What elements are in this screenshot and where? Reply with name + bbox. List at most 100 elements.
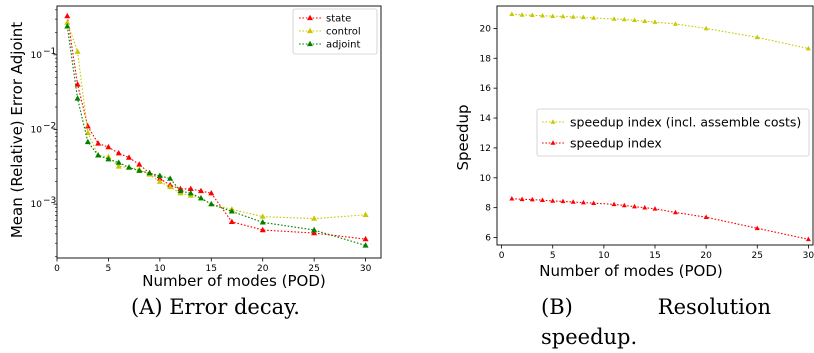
legend-label: speedup index — [570, 136, 662, 151]
data-point — [632, 203, 638, 209]
data-point — [591, 15, 597, 20]
data-point — [580, 14, 586, 20]
x-tick-label: 15 — [206, 264, 217, 274]
data-point — [560, 198, 566, 204]
data-point — [187, 189, 194, 196]
data-point — [115, 159, 122, 165]
data-point — [115, 150, 122, 156]
data-point — [703, 214, 709, 220]
data-point — [672, 209, 678, 215]
legend: speedup index (incl. assemble costs) spee… — [536, 108, 810, 157]
data-point — [95, 152, 102, 158]
data-point — [64, 19, 71, 25]
x-tick-label: 25 — [308, 264, 319, 274]
legend-label: adjoint — [326, 40, 360, 51]
y-tick-label: 8 — [485, 204, 491, 214]
data-point — [228, 218, 235, 224]
data-point — [580, 199, 586, 205]
caption-b-label: (B) — [541, 295, 573, 319]
data-point — [187, 185, 194, 192]
y-tick-label: 18 — [480, 54, 492, 64]
legend-label: speedup index (incl. assemble costs) — [570, 115, 801, 130]
data-point — [362, 211, 369, 217]
y-tick-exponent: −2 — [43, 121, 56, 131]
data-point — [611, 16, 617, 21]
data-point — [208, 200, 215, 207]
data-point — [74, 95, 81, 101]
data-point — [560, 13, 566, 19]
legend: state control adjoint — [292, 8, 378, 55]
x-tick-label: 5 — [106, 264, 112, 274]
data-point — [805, 236, 811, 242]
caption-a: (A) Error decay. — [131, 295, 300, 319]
data-point — [198, 194, 204, 201]
data-point — [156, 178, 163, 184]
y-tick-label: 10 — [480, 174, 492, 184]
x-tick-label: 0 — [54, 264, 60, 274]
data-point — [805, 45, 811, 51]
legend-box — [536, 108, 810, 157]
data-point — [64, 23, 71, 29]
data-point — [311, 226, 318, 233]
series-line — [511, 198, 809, 240]
data-point — [105, 155, 112, 162]
x-tick-label: 20 — [257, 264, 269, 274]
data-point — [550, 13, 556, 18]
data-point — [136, 167, 143, 173]
data-point — [136, 161, 143, 167]
data-point — [672, 21, 678, 26]
legend-marker — [307, 27, 313, 34]
data-point — [519, 196, 525, 202]
x-tick-label: 0 — [499, 251, 505, 261]
data-point — [652, 206, 658, 211]
data-point — [642, 18, 648, 24]
x-tick-label: 20 — [700, 251, 712, 261]
data-point — [259, 219, 266, 225]
data-point — [74, 48, 81, 54]
series-speedup-index-incl-assemble-costs- — [509, 11, 811, 51]
y-tick-label: 6 — [485, 234, 491, 244]
data-point — [611, 201, 617, 207]
x-tick-label: 5 — [550, 251, 556, 261]
data-point — [64, 12, 71, 19]
data-point — [703, 25, 709, 31]
series-line — [511, 13, 809, 50]
data-point — [570, 199, 576, 204]
data-point — [529, 196, 535, 202]
x-axis-label: Number of modes (POD) — [539, 262, 722, 280]
data-point — [652, 19, 658, 24]
data-point — [177, 187, 184, 194]
data-point — [311, 229, 318, 236]
data-point — [198, 187, 204, 194]
data-point — [642, 204, 648, 210]
data-point — [115, 163, 122, 169]
data-point — [570, 14, 576, 19]
legend-label: control — [326, 27, 361, 38]
legend-marker — [307, 40, 313, 47]
x-tick-label: 25 — [752, 251, 763, 261]
data-point — [95, 140, 102, 146]
data-point — [126, 154, 132, 160]
x-tick-label: 10 — [154, 264, 166, 274]
series-line — [66, 26, 366, 246]
data-point — [167, 183, 174, 190]
y-tick-label: 10 — [31, 51, 43, 61]
series-state — [64, 12, 369, 242]
y-tick-label: 12 — [480, 144, 491, 154]
data-point — [754, 34, 760, 40]
y-axis-label: Speedup — [454, 104, 472, 170]
legend-box — [292, 8, 378, 55]
y-tick-label: 14 — [480, 114, 492, 124]
y-tick-exponent: −1 — [43, 47, 56, 57]
series-speedup-index — [509, 195, 811, 242]
caption-b-line1: (B) Resolution — [541, 292, 771, 323]
data-point — [74, 81, 81, 87]
data-point — [529, 12, 535, 18]
data-point — [156, 172, 163, 178]
legend-marker — [550, 119, 556, 124]
y-axis-label: Mean (Relative) Error Adjoint — [8, 22, 26, 238]
caption-b-word: Resolution — [657, 295, 771, 319]
data-point — [509, 195, 515, 201]
